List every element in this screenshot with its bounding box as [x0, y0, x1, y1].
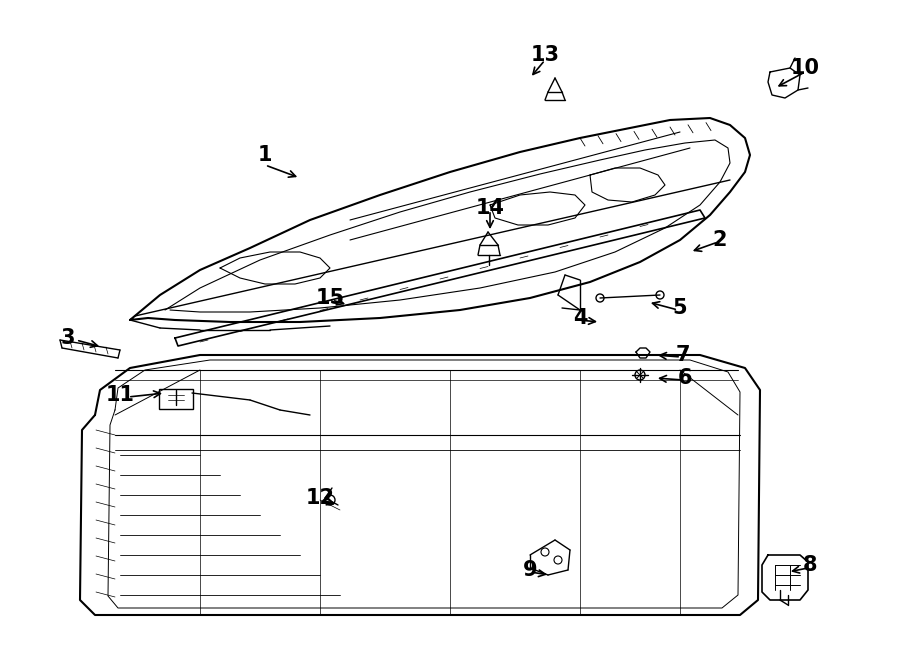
Text: 2: 2 [713, 230, 727, 250]
Text: 5: 5 [672, 298, 688, 318]
Text: 6: 6 [678, 368, 692, 388]
Text: 9: 9 [523, 560, 537, 580]
Text: 12: 12 [305, 488, 335, 508]
Text: 15: 15 [315, 288, 345, 308]
Text: 14: 14 [475, 198, 505, 218]
Text: 10: 10 [790, 58, 820, 78]
Text: 4: 4 [572, 308, 587, 328]
Text: 3: 3 [61, 328, 76, 348]
Text: 11: 11 [105, 385, 134, 405]
Text: 13: 13 [530, 45, 560, 65]
Text: 8: 8 [803, 555, 817, 575]
Text: 1: 1 [257, 145, 272, 165]
Text: 7: 7 [676, 345, 690, 365]
